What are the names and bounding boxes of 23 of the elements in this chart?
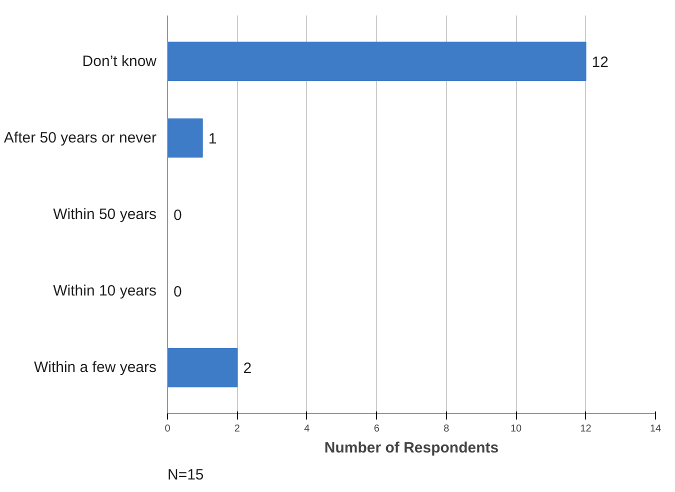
data-label: 0	[174, 207, 182, 224]
bar	[168, 348, 238, 388]
text: N=15	[168, 466, 204, 484]
x-tick-label: 2	[234, 424, 240, 434]
x-tick-label: 10	[510, 424, 522, 434]
x-tick-label: 4	[304, 424, 310, 434]
x-tick-label: 0	[164, 424, 171, 434]
y-tick-label: Within 50 years	[53, 206, 156, 223]
bar	[168, 42, 586, 82]
y-tick-label: Within 10 years	[53, 282, 156, 300]
data-label: 2	[243, 360, 252, 378]
x-axis-title: Number of Respondents	[324, 440, 499, 456]
data-label: 1	[208, 130, 217, 148]
y-tick-label: Don’t know	[82, 52, 157, 70]
bar	[168, 118, 203, 158]
data-label: 0	[174, 284, 182, 301]
x-tick-label: 6	[374, 424, 380, 434]
y-tick-label: After 50 years or never	[4, 129, 157, 146]
x-tick-label: 12	[580, 424, 592, 434]
data-label: 12	[592, 54, 608, 71]
x-tick-label: 8	[444, 424, 450, 434]
x-tick-label: 14	[650, 424, 662, 434]
y-tick-label: Within a few years	[34, 359, 157, 376]
